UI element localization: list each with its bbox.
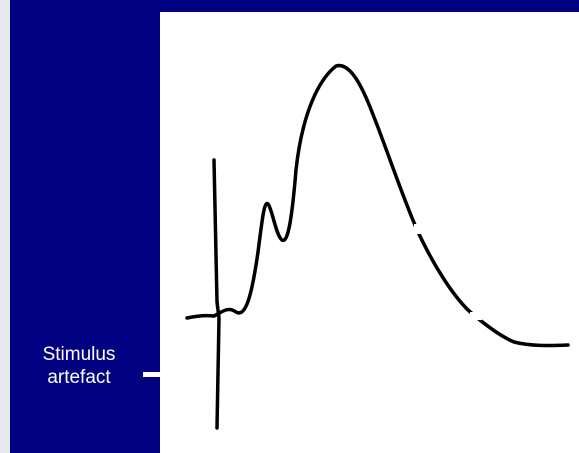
waveform-plot-area — [160, 12, 579, 453]
response-waveform — [185, 63, 570, 348]
stimulus-artefact-spike — [212, 158, 221, 430]
stimulus-artefact-label: Stimulus artefact — [14, 343, 144, 389]
trace-gap-2 — [470, 312, 482, 320]
label-line-1: Stimulus — [42, 344, 116, 365]
label-pointer-line — [143, 372, 171, 377]
trace-gap-1 — [414, 224, 424, 234]
label-line-2: artefact — [47, 367, 111, 388]
